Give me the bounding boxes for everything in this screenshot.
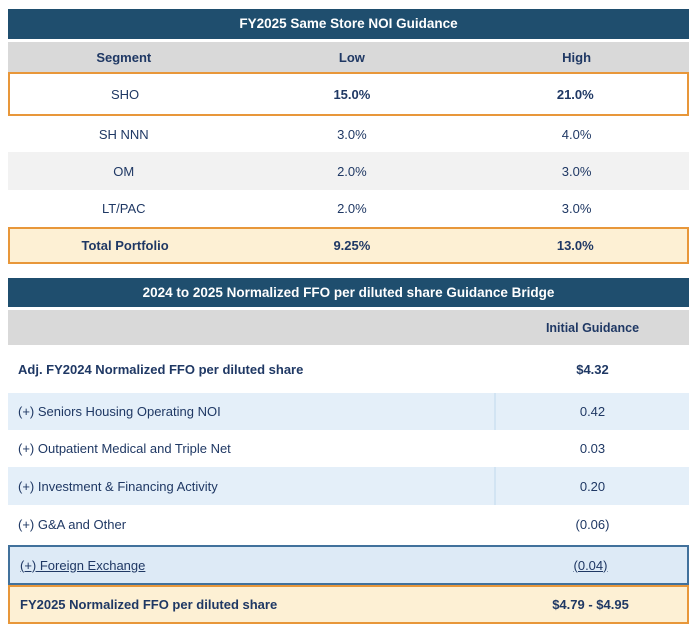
low-value-cell: 15.0% — [333, 86, 371, 102]
segment-cell: SHO — [111, 86, 140, 102]
bridge-table-title: 2024 to 2025 Normalized FFO per diluted … — [8, 278, 689, 307]
row-value: (0.04) — [573, 557, 608, 573]
ffo-bridge-table: 2024 to 2025 Normalized FFO per diluted … — [8, 278, 689, 624]
row-label: (+) Seniors Housing Operating NOI — [18, 404, 221, 419]
noi-header-high: High — [562, 49, 592, 65]
noi-table-title: FY2025 Same Store NOI Guidance — [8, 9, 689, 39]
high-value-cell: 21.0% — [556, 86, 594, 102]
row-label: (+) G&A and Other — [18, 516, 127, 532]
row-label: Adj. FY2024 Normalized FFO per diluted s… — [18, 361, 304, 377]
row-value: $4.79 - $4.95 — [552, 597, 629, 612]
bridge-header-initial-guidance: Initial Guidance — [545, 320, 640, 335]
high-value-cell: 4.0% — [561, 126, 592, 142]
low-value-cell: 3.0% — [337, 126, 367, 142]
segment-cell: LT/PAC — [101, 201, 146, 216]
table-row-foreign-exchange: (+) Foreign Exchange (0.04) — [8, 545, 689, 585]
segment-cell: OM — [113, 163, 135, 179]
bridge-table-header-row: Initial Guidance — [8, 310, 689, 345]
row-value: 0.42 — [494, 393, 689, 430]
row-value: 0.20 — [494, 467, 689, 505]
segment-cell: Total Portfolio — [81, 238, 169, 253]
high-value-cell: 13.0% — [556, 238, 594, 253]
noi-guidance-table: FY2025 Same Store NOI Guidance Segment L… — [8, 9, 689, 264]
noi-header-segment: Segment — [96, 49, 152, 65]
row-label: FY2025 Normalized FFO per diluted share — [20, 597, 278, 612]
table-row-seniors-housing-noi: (+) Seniors Housing Operating NOI 0.42 — [8, 393, 689, 430]
noi-header-low: Low — [338, 49, 365, 65]
high-value-cell: 3.0% — [561, 201, 592, 216]
row-value: $4.32 — [576, 361, 609, 377]
row-label: (+) Outpatient Medical and Triple Net — [18, 441, 231, 456]
row-value: 0.03 — [579, 441, 606, 456]
bridge-header-spacer — [8, 310, 496, 345]
row-label: (+) Foreign Exchange — [20, 557, 146, 573]
row-value: (0.06) — [575, 516, 610, 532]
high-value-cell: 3.0% — [561, 163, 592, 179]
table-row-ga-and-other: (+) G&A and Other (0.06) — [8, 505, 689, 543]
table-row-lt-pac: LT/PAC 2.0% 3.0% — [8, 190, 689, 227]
segment-cell: SH NNN — [98, 126, 149, 142]
low-value-cell: 9.25% — [333, 238, 371, 253]
table-row-sh-nnn: SH NNN 3.0% 4.0% — [8, 116, 689, 152]
table-row-adj-fy2024-ffo: Adj. FY2024 Normalized FFO per diluted s… — [8, 345, 689, 393]
table-row-total-portfolio: Total Portfolio 9.25% 13.0% — [8, 227, 689, 264]
table-row-fy2025-ffo: FY2025 Normalized FFO per diluted share … — [8, 585, 689, 624]
table-row-outpatient-medical: (+) Outpatient Medical and Triple Net 0.… — [8, 430, 689, 467]
low-value-cell: 2.0% — [337, 163, 367, 179]
table-row-sho: SHO 15.0% 21.0% — [8, 72, 689, 116]
low-value-cell: 2.0% — [337, 201, 367, 216]
table-row-investment-financing: (+) Investment & Financing Activity 0.20 — [8, 467, 689, 505]
table-row-om: OM 2.0% 3.0% — [8, 152, 689, 190]
guidance-page: FY2025 Same Store NOI Guidance Segment L… — [8, 9, 689, 624]
noi-table-header-row: Segment Low High — [8, 42, 689, 72]
row-label: (+) Investment & Financing Activity — [18, 478, 218, 494]
